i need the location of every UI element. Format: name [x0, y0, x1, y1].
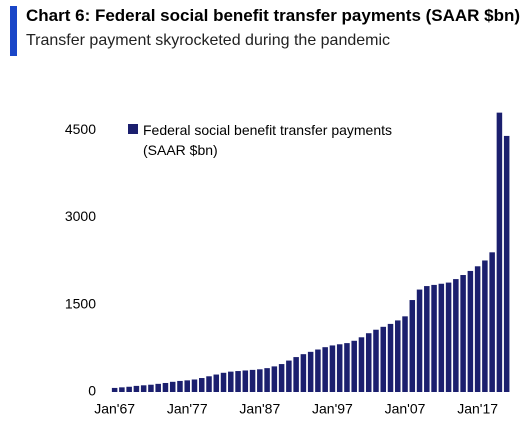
bar: [503, 135, 510, 393]
bar: [271, 366, 278, 392]
bar: [249, 369, 256, 392]
x-tick-label: Jan'87: [239, 401, 280, 417]
bar: [307, 351, 314, 392]
x-tick-label: Jan'07: [385, 401, 426, 417]
y-tick-label: 3000: [65, 208, 96, 224]
bar: [300, 354, 307, 392]
y-tick-label: 0: [88, 383, 96, 399]
x-tick-label: Jan'97: [312, 401, 353, 417]
chart-subtitle: Transfer payment skyrocketed during the …: [26, 32, 391, 49]
bar: [409, 300, 416, 392]
bar: [228, 371, 234, 392]
bar: [155, 383, 161, 392]
bar: [191, 379, 198, 392]
title-accent: [10, 6, 17, 56]
bar: [184, 380, 190, 392]
bar: [220, 372, 227, 392]
x-tick-label: Jan'67: [94, 401, 135, 417]
bar: [351, 340, 357, 392]
bar: [119, 387, 125, 392]
bar: [322, 347, 328, 392]
legend: Federal social benefit transfer payments…: [128, 120, 428, 160]
bar: [198, 378, 205, 392]
bar: [162, 382, 169, 392]
bar: [438, 283, 445, 392]
legend-swatch: [128, 124, 138, 134]
bar: [257, 369, 263, 392]
bar: [496, 112, 503, 392]
bar: [453, 279, 459, 392]
bar: [402, 316, 408, 392]
bar: [482, 260, 488, 392]
bar: [206, 376, 212, 392]
bar: [329, 345, 336, 392]
y-tick-label: 1500: [65, 295, 96, 311]
bar: [358, 337, 365, 392]
bar: [489, 252, 495, 392]
bar: [424, 286, 430, 392]
bar: [395, 320, 401, 392]
chart-title: Chart 6: Federal social benefit transfer…: [26, 6, 521, 25]
bar: [431, 284, 437, 392]
x-tick-label: Jan'17: [457, 401, 498, 417]
bar: [264, 368, 270, 392]
bar: [235, 371, 241, 392]
bar: [474, 266, 481, 392]
bar: [126, 386, 132, 392]
y-tick-label: 4500: [65, 121, 96, 137]
bar: [148, 384, 154, 392]
bar: [416, 289, 423, 392]
bar: [315, 349, 321, 392]
bar: [373, 329, 379, 392]
bar: [213, 374, 220, 392]
bar: [467, 270, 474, 392]
bar: [278, 364, 285, 392]
legend-label: Federal social benefit transfer payments…: [143, 122, 393, 158]
bar: [286, 360, 292, 392]
bar: [460, 275, 466, 392]
bar: [133, 385, 140, 392]
bar: [242, 370, 249, 392]
bar: [344, 343, 350, 392]
bar: [387, 323, 394, 392]
bar: [336, 344, 343, 392]
bar: [380, 326, 387, 392]
x-tick-label: Jan'77: [167, 401, 208, 417]
bar: [445, 282, 452, 392]
bar: [169, 381, 176, 392]
bar: [365, 333, 372, 392]
bar: [293, 357, 299, 392]
bar: [177, 380, 183, 392]
bar: [140, 385, 147, 392]
bar: [111, 387, 118, 392]
